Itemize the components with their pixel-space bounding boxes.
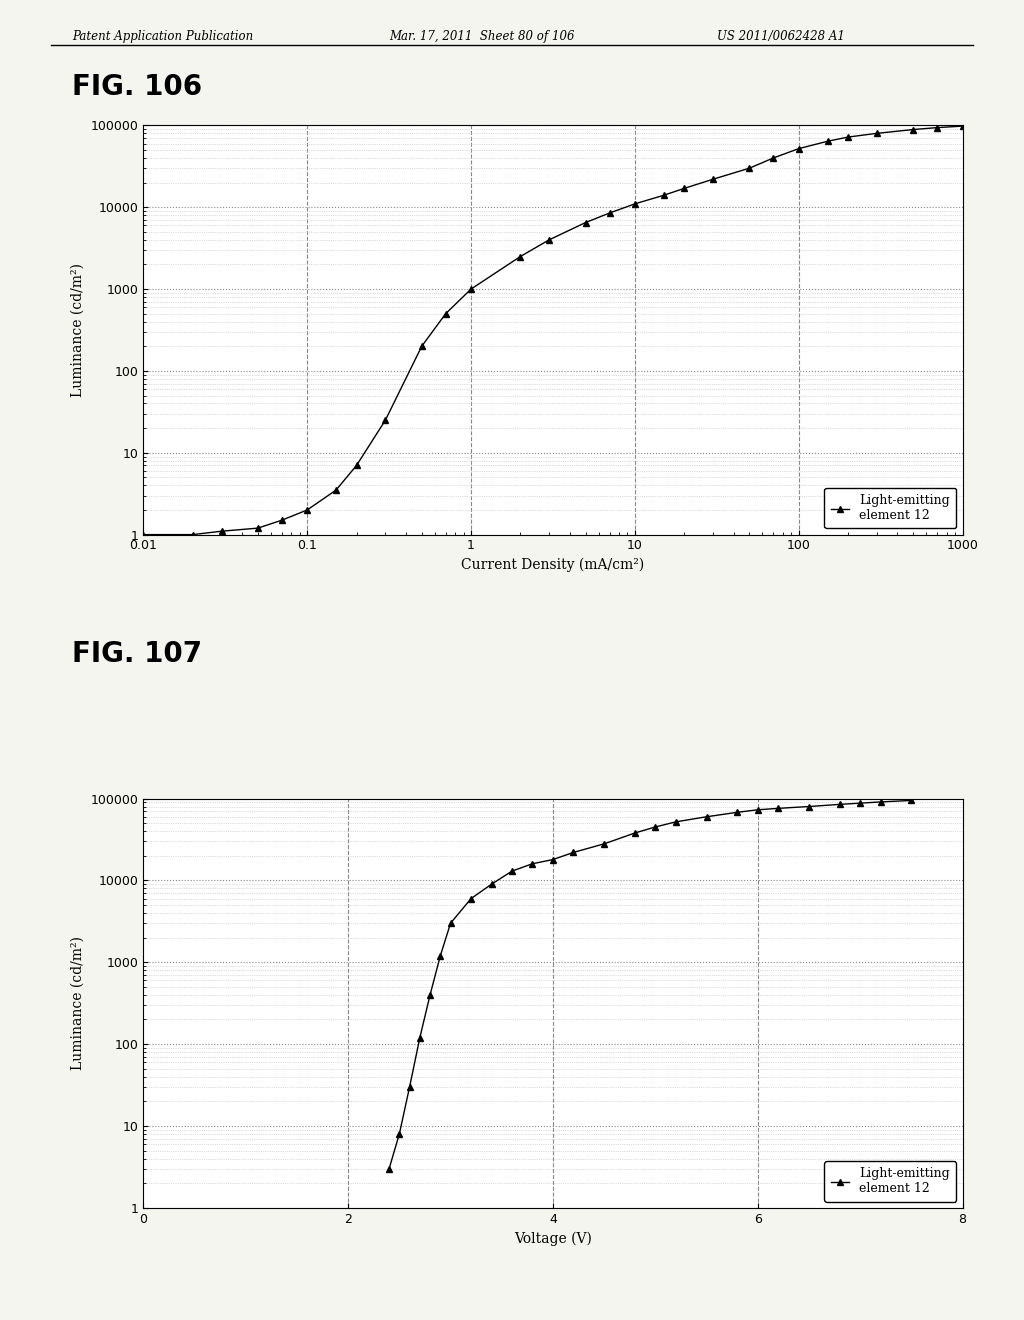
Light-emitting
element 12 [649,820,662,836]
Light-emitting
element 12 [767,150,779,166]
Light-emitting
element 12 [905,792,918,808]
Light-emitting
element 12 [772,800,784,816]
Legend: Light-emitting
element 12: Light-emitting element 12 [824,1162,956,1201]
Text: Mar. 17, 2011  Sheet 80 of 106: Mar. 17, 2011 Sheet 80 of 106 [389,30,574,44]
Light-emitting
element 12 [186,527,199,543]
Text: FIG. 106: FIG. 106 [72,73,202,100]
Light-emitting
element 12 [956,119,969,135]
Light-emitting
element 12 [793,141,805,157]
Light-emitting
element 12 [137,527,150,543]
Text: Patent Application Publication: Patent Application Publication [72,30,253,44]
Light-emitting
element 12 [603,205,615,220]
Light-emitting
element 12 [465,281,477,297]
Light-emitting
element 12 [301,502,313,517]
Light-emitting
element 12 [506,863,518,879]
Text: US 2011/0062428 A1: US 2011/0062428 A1 [717,30,845,44]
Light-emitting
element 12 [707,172,719,187]
Light-emitting
element 12 [393,1126,406,1142]
Light-emitting
element 12 [870,125,883,141]
Light-emitting
element 12 [444,915,457,931]
Light-emitting
element 12 [821,133,834,149]
Line: Light-emitting
element 12: Light-emitting element 12 [386,797,914,1172]
Legend: Light-emitting
element 12: Light-emitting element 12 [824,488,956,528]
Light-emitting
element 12 [931,120,943,136]
X-axis label: Current Density (mA/cm²): Current Density (mA/cm²) [462,558,644,573]
Light-emitting
element 12 [379,412,391,428]
Light-emitting
element 12 [803,799,815,814]
Light-emitting
element 12 [252,520,264,536]
Light-emitting
element 12 [743,160,756,176]
Light-emitting
element 12 [700,809,713,825]
Light-emitting
element 12 [657,187,670,203]
Text: FIG. 107: FIG. 107 [72,640,202,668]
Line: Light-emitting
element 12: Light-emitting element 12 [140,123,966,537]
Light-emitting
element 12 [543,232,555,248]
Light-emitting
element 12 [854,795,866,810]
Light-emitting
element 12 [567,845,580,861]
Light-emitting
element 12 [874,795,887,810]
Light-emitting
element 12 [526,855,539,871]
Light-emitting
element 12 [629,195,641,211]
Light-emitting
element 12 [629,825,641,841]
Light-emitting
element 12 [465,891,477,907]
Light-emitting
element 12 [275,512,288,528]
Light-emitting
element 12 [678,181,690,197]
Light-emitting
element 12 [215,523,227,539]
Light-emitting
element 12 [514,248,526,264]
Light-emitting
element 12 [439,306,452,322]
Light-emitting
element 12 [383,1160,395,1176]
Light-emitting
element 12 [670,814,682,830]
Light-emitting
element 12 [834,796,846,812]
Light-emitting
element 12 [598,836,610,851]
Light-emitting
element 12 [907,121,920,137]
Y-axis label: Luminance (cd/m²): Luminance (cd/m²) [71,936,85,1071]
Light-emitting
element 12 [842,129,854,145]
Light-emitting
element 12 [414,1030,426,1045]
Light-emitting
element 12 [350,458,362,474]
Light-emitting
element 12 [330,482,342,498]
Light-emitting
element 12 [752,801,764,817]
Light-emitting
element 12 [416,338,428,354]
X-axis label: Voltage (V): Voltage (V) [514,1232,592,1246]
Light-emitting
element 12 [731,804,743,820]
Light-emitting
element 12 [580,215,592,231]
Light-emitting
element 12 [485,876,498,892]
Y-axis label: Luminance (cd/m²): Luminance (cd/m²) [71,263,85,397]
Light-emitting
element 12 [547,851,559,867]
Light-emitting
element 12 [403,1078,416,1094]
Light-emitting
element 12 [424,987,436,1003]
Light-emitting
element 12 [434,948,446,964]
